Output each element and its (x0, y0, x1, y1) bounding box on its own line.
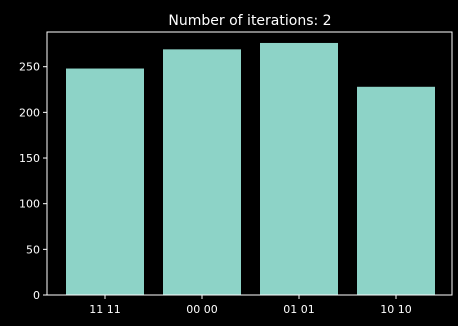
x-axis-ticks: 11 11 00 00 01 01 10 10 (89, 295, 412, 316)
bar-01-01 (260, 42, 338, 296)
axes-frame (46, 31, 453, 296)
x-tick-label: 11 11 (89, 303, 121, 316)
y-tick-label: 100 (19, 198, 40, 211)
y-axis-ticks: 0 50 100 150 200 250 (19, 61, 47, 302)
bar-00-00 (163, 49, 241, 295)
y-tick-label: 50 (26, 243, 40, 256)
y-tick-label: 0 (33, 289, 40, 302)
bar-11-11 (66, 68, 144, 296)
y-tick-label: 150 (19, 152, 40, 165)
x-tick-label: 00 00 (186, 303, 218, 316)
x-tick-label: 10 10 (380, 303, 412, 316)
chart-title: Number of iterations: 2 (168, 13, 331, 29)
y-tick-label: 250 (19, 61, 40, 74)
x-tick-label: 01 01 (283, 303, 315, 316)
bar-10-10 (357, 86, 435, 296)
bars-group (66, 42, 435, 296)
y-tick-label: 200 (19, 106, 40, 119)
